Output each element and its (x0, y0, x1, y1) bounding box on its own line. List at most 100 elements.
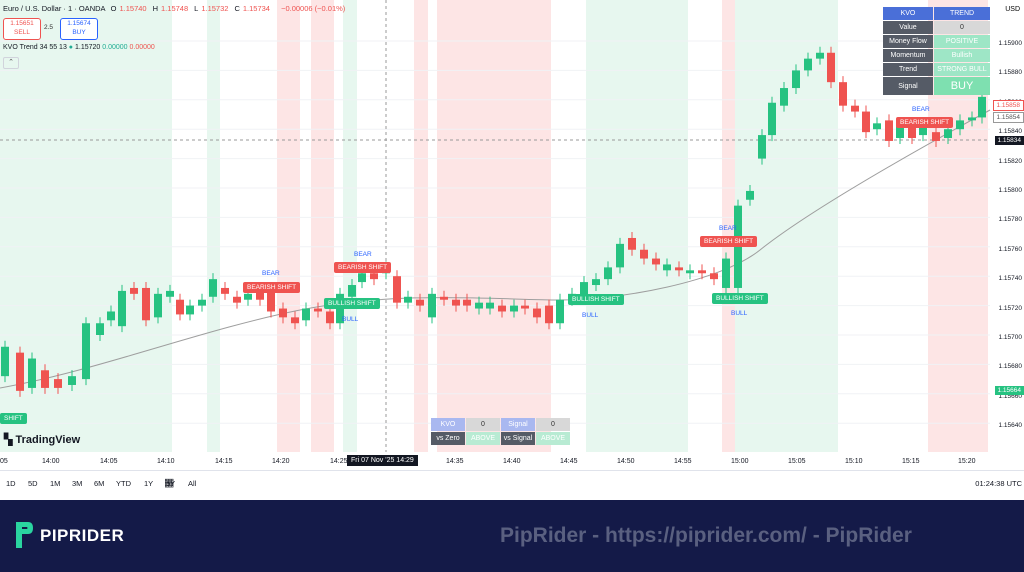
range-6m[interactable]: 6M (94, 479, 105, 488)
candle-body (944, 129, 952, 139)
price-tick: 1.15680 (998, 363, 1023, 371)
candle-body (580, 282, 588, 297)
candle-body (816, 52, 824, 59)
candle-body (628, 237, 636, 250)
sell-button[interactable]: 1.15651 SELL (3, 18, 41, 40)
price-tick: 1.15900 (998, 40, 1023, 47)
kvo-row-value: TREND (934, 7, 990, 20)
candle-body (616, 243, 624, 268)
brand-name: PIPRIDER (40, 526, 125, 545)
price-tick: 1.15800 (998, 187, 1023, 194)
time-tick: 14:15 (215, 458, 233, 465)
kvo-row-label: Value (883, 21, 933, 34)
bull-tag: BULL (342, 316, 359, 323)
signal-row: KVO 0 Signal 0 (431, 418, 570, 431)
indicator-name: KVO Trend (3, 44, 38, 51)
symbol-header: Euro / U.S. Dollar · 1 · OANDA O 1.15740 H… (3, 4, 348, 13)
range-1y[interactable]: 1Y (144, 479, 154, 488)
range-5d[interactable]: 5D (28, 479, 38, 488)
calendar-icon[interactable]: ▦ (164, 477, 175, 489)
candle-body (722, 258, 730, 288)
range-1m[interactable]: 1M (50, 479, 61, 488)
buy-button[interactable]: 1.15674 BUY (60, 18, 98, 40)
range-1d[interactable]: 1D (6, 479, 16, 488)
candle-body (486, 302, 494, 309)
time-tick: 14:25 (330, 458, 348, 465)
time-tick: 14:10 (157, 458, 175, 465)
price-tick: 1.15740 (998, 275, 1023, 283)
buy-label: BUY (72, 29, 86, 36)
kvo-row-value: BUY (934, 77, 990, 95)
time-tick: 05 (0, 458, 8, 465)
candle-body (885, 120, 893, 141)
candle-body (107, 311, 115, 321)
price-chart[interactable] (0, 0, 1024, 470)
indicator-params: 34 55 13 (39, 44, 67, 51)
candle-body (498, 305, 506, 312)
candle-body (118, 290, 126, 327)
ohlc-value: 1.15748 (161, 4, 189, 13)
candle-body (533, 308, 541, 318)
ohlc-key: L (194, 4, 199, 13)
candle-body (440, 296, 448, 300)
ohlc-key: O (110, 4, 117, 13)
bearish-shift-label: BEARISH SHIFT (700, 236, 758, 247)
zone-band (735, 0, 838, 452)
kvo-row-value: STRONG BULL (934, 63, 990, 76)
bottom-toolbar: 1D 5D 1M 3M 6M YTD 1Y 5Y All ▦ 01:24:38 UTC (0, 470, 1024, 501)
candle-body (326, 311, 334, 324)
kvo-row-label: Money Flow (883, 35, 933, 48)
kvo-row: Value 0 (883, 21, 990, 34)
candle-body (233, 296, 241, 303)
time-tick: 14:20 (272, 458, 290, 465)
candle-body (54, 379, 62, 388)
candle-body (698, 270, 706, 274)
zone-band (722, 0, 735, 452)
collapse-legend-button[interactable]: ⌃ (3, 57, 19, 69)
kvo-row-value: 0 (934, 21, 990, 34)
signal-cell: 0 (466, 418, 500, 431)
candle-body (640, 249, 648, 259)
time-tick: 14:45 (560, 458, 578, 465)
time-tick: 14:05 (100, 458, 118, 465)
price-tick: 1.15820 (998, 157, 1023, 165)
candle-body (209, 279, 217, 297)
candle-body (604, 267, 612, 280)
bear-tag: BEAR (912, 106, 930, 113)
watermark-text: PipRider - https://piprider.com/ - PipRi… (500, 524, 912, 547)
footer-banner: PIPRIDER PipRider - https://piprider.com… (0, 500, 1024, 572)
signal-cell: 0 (536, 418, 570, 431)
bear-tag: BEAR (262, 270, 280, 277)
range-3m[interactable]: 3M (72, 479, 83, 488)
price-tick: 1.15760 (998, 245, 1023, 253)
zone-band (414, 0, 428, 452)
zone-band (343, 0, 357, 452)
clock-label[interactable]: 01:24:38 UTC (975, 479, 1022, 488)
ohlc-value: 1.15732 (201, 4, 229, 13)
candle-body (176, 299, 184, 315)
range-ytd[interactable]: YTD (116, 479, 131, 488)
zone-band (437, 0, 551, 452)
tradingview-logo: ▚ TradingView (4, 434, 81, 446)
candle-body (956, 120, 964, 130)
range-5y[interactable]: 5Y (166, 479, 176, 488)
price-tick: 1.15880 (998, 69, 1023, 77)
candle-body (348, 285, 356, 297)
time-tick: 15:15 (902, 458, 920, 465)
candle-body (428, 293, 436, 318)
currency-label[interactable]: USD (1005, 6, 1020, 13)
candle-body (358, 273, 366, 283)
candle-body (198, 299, 206, 306)
signal-cell: vs Zero (431, 432, 465, 445)
candle-body (592, 279, 600, 286)
time-tick: 14:55 (674, 458, 692, 465)
candle-body (166, 290, 174, 297)
ohlc-l: L 1.15732 (194, 4, 231, 13)
candle-body (851, 105, 859, 112)
candle-body (221, 287, 229, 294)
range-all[interactable]: All (188, 479, 197, 488)
indicator-legend[interactable]: KVO Trend 34 55 13 ● 1.15720 0.00000 0.0… (3, 44, 155, 51)
chart-area[interactable]: Euro / U.S. Dollar · 1 · OANDA O 1.15740 H… (0, 0, 1024, 470)
candle-body (302, 308, 310, 321)
symbol-title[interactable]: Euro / U.S. Dollar · 1 · OANDA (3, 4, 106, 13)
